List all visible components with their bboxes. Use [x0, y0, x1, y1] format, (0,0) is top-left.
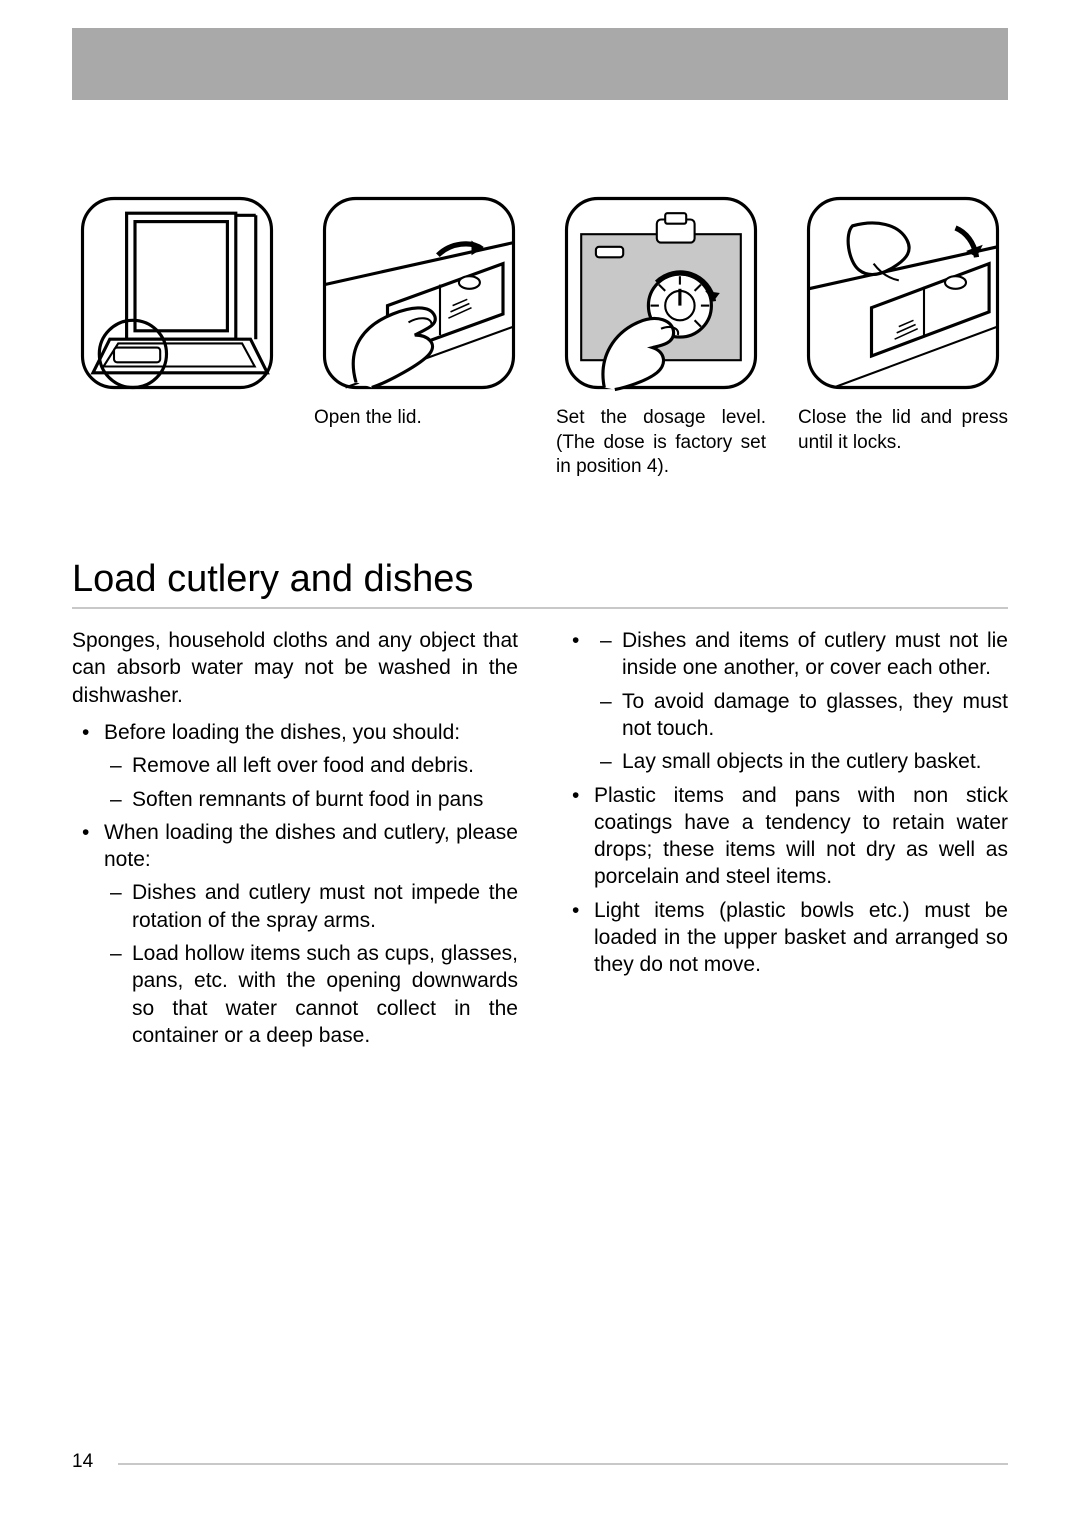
list-item: Dishes and cutlery must not impede the r… — [104, 879, 518, 934]
close-lid-illustration — [798, 188, 1008, 398]
list-item: Remove all left over food and debris. — [104, 752, 518, 779]
column-left: Sponges, household cloths and any object… — [72, 627, 518, 1049]
section-title: Load cutlery and dishes — [72, 558, 1008, 609]
figure-2-caption: Open the lid. — [314, 406, 524, 431]
figure-row: Open the lid. — [72, 188, 1008, 480]
list-item-text: Before loading the dishes, you should: — [104, 721, 460, 744]
left-bullet-list: Before loading the dishes, you should: R… — [72, 719, 518, 1049]
dash-list: Remove all left over food and debris. So… — [104, 752, 518, 813]
body-columns: Sponges, household cloths and any object… — [72, 627, 1008, 1049]
figure-2: Open the lid. — [314, 188, 524, 480]
figure-3: Set the dosage level. (The dose is facto… — [556, 188, 766, 480]
page-number: 14 — [72, 1451, 93, 1473]
figure-4: Close the lid and press until it locks. — [798, 188, 1008, 480]
right-bullet-list: Plastic items and pans with non stick co… — [562, 782, 1008, 979]
dishwasher-open-illustration — [72, 188, 282, 398]
list-item: Soften remnants of burnt food in pans — [104, 786, 518, 813]
list-item: Plastic items and pans with non stick co… — [562, 782, 1008, 891]
list-item: Lay small objects in the cutlery basket. — [594, 748, 1008, 775]
intro-paragraph: Sponges, household cloths and any object… — [72, 627, 518, 709]
list-item: Light items (plastic bowls etc.) must be… — [562, 897, 1008, 979]
open-lid-illustration — [314, 188, 524, 398]
list-item: Before loading the dishes, you should: R… — [72, 719, 518, 813]
header-bar — [72, 28, 1008, 100]
list-item: When loading the dishes and cutlery, ple… — [72, 819, 518, 1049]
set-dosage-illustration — [556, 188, 766, 398]
list-item: Dishes and items of cutlery must not lie… — [594, 627, 1008, 682]
column-right: .no-marker::before{content:none!importan… — [562, 627, 1008, 1049]
figure-4-caption: Close the lid and press until it locks. — [798, 406, 1008, 455]
figure-1 — [72, 188, 282, 480]
figure-3-caption: Set the dosage level. (The dose is facto… — [556, 406, 766, 480]
manual-page: Open the lid. — [0, 0, 1080, 1529]
right-dash-list: Dishes and items of cutlery must not lie… — [594, 627, 1008, 775]
list-item: Load hollow items such as cups, glasses,… — [104, 940, 518, 1049]
list-item: To avoid damage to glasses, they must no… — [594, 688, 1008, 743]
footer-rule — [118, 1463, 1008, 1465]
dash-list: Dishes and cutlery must not impede the r… — [104, 879, 518, 1049]
list-item-text: When loading the dishes and cutlery, ple… — [104, 821, 518, 871]
